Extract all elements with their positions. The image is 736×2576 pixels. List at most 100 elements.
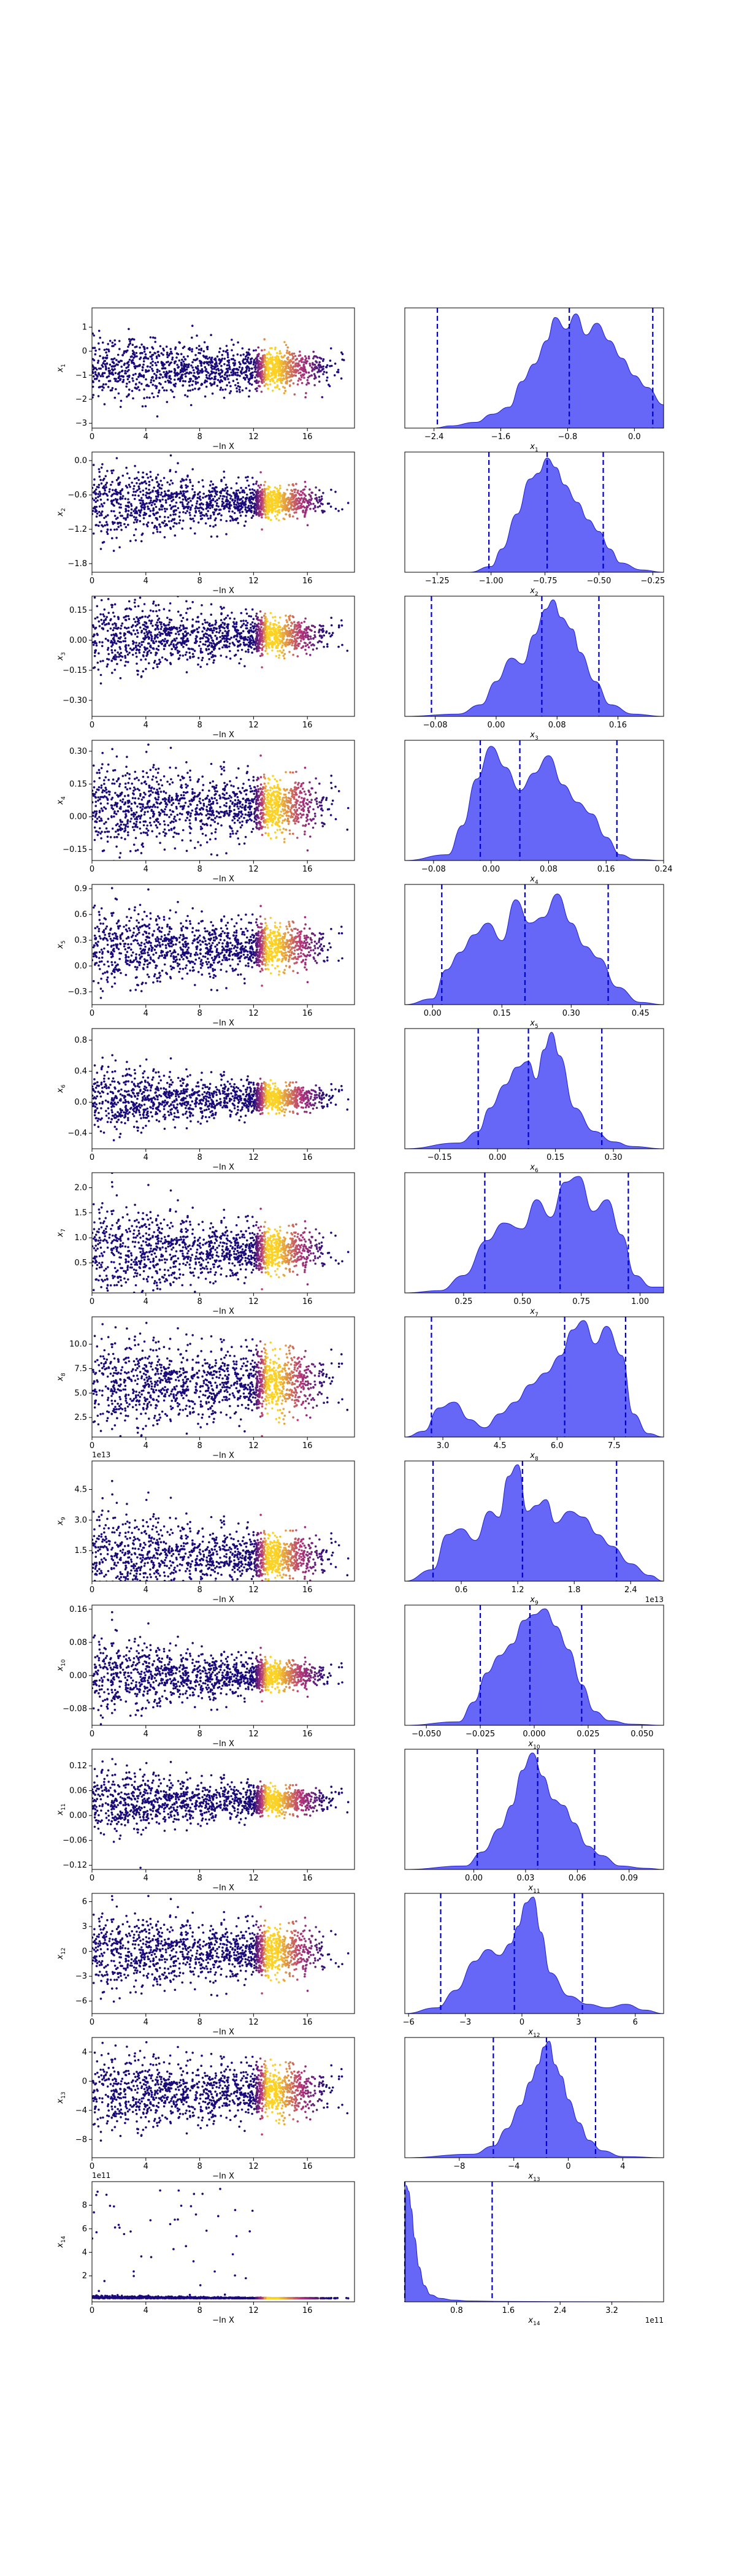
scatter-point [169, 353, 171, 355]
scatter-point [237, 629, 240, 632]
scatter-point [268, 499, 270, 502]
scatter-point [155, 526, 158, 529]
scatter-point [145, 502, 148, 505]
scatter-point [185, 372, 188, 374]
scatter-point [134, 508, 137, 511]
scatter-frame [91, 307, 355, 429]
scatter-point [215, 631, 218, 634]
scatter-point [100, 807, 103, 810]
scatter-point [230, 636, 232, 639]
scatter-point [158, 662, 161, 665]
scatter-point [267, 502, 270, 504]
scatter-point [218, 631, 221, 634]
scatter-point [255, 647, 258, 650]
scatter-point [131, 343, 134, 346]
scatter-point [276, 385, 279, 388]
scatter-point [261, 356, 264, 359]
scatter-point [191, 600, 194, 604]
scatter-point [256, 650, 259, 652]
scatter-point [167, 520, 171, 523]
scatter-point [292, 653, 294, 656]
scatter-point [264, 813, 267, 816]
scatter-point [277, 489, 279, 492]
scatter-point [323, 634, 325, 637]
scatter-point [281, 374, 284, 377]
scatter-point [146, 365, 149, 368]
scatter-point [236, 495, 239, 497]
scatter-point [147, 497, 150, 499]
scatter-point [232, 636, 236, 638]
scatter-point [201, 656, 204, 659]
scatter-point [333, 374, 336, 377]
scatter-point [341, 508, 343, 511]
scatter-point [202, 350, 205, 353]
scatter-point [131, 514, 133, 517]
scatter-point [318, 366, 321, 369]
scatter-point [278, 650, 282, 652]
scatter-point [266, 375, 269, 378]
scatter-point [326, 376, 329, 379]
scatter-point [251, 625, 254, 627]
scatter-point [104, 475, 107, 478]
scatter-point [117, 353, 120, 356]
scatter-point [194, 359, 197, 361]
scatter-point [145, 370, 147, 373]
scatter-point [289, 507, 292, 509]
scatter-point [120, 636, 122, 638]
scatter-point [228, 507, 230, 510]
scatter-point [120, 624, 123, 627]
scatter-point [177, 651, 179, 654]
scatter-point [188, 348, 191, 351]
scatter-point [212, 661, 215, 664]
scatter-point [243, 377, 247, 380]
scatter-point [184, 627, 186, 630]
scatter-point [221, 646, 224, 649]
scatter-point [283, 341, 286, 343]
scatter-point [209, 382, 212, 385]
scatter-point [255, 511, 258, 513]
scatter-point [156, 489, 159, 493]
scatter-point [147, 450, 150, 452]
scatter-point [259, 483, 263, 486]
scatter-point [185, 484, 187, 486]
scatter-point [200, 360, 202, 363]
scatter-point [243, 842, 246, 845]
scatter-point [132, 618, 136, 621]
scatter-point [167, 494, 171, 497]
scatter-point [136, 635, 139, 638]
scatter-point [231, 369, 234, 371]
scatter-point [196, 502, 198, 505]
scatter-point [289, 359, 292, 361]
scatter-point [163, 507, 166, 510]
scatter-point [226, 356, 229, 359]
scatter-point [239, 354, 242, 357]
scatter-point [292, 629, 295, 632]
scatter-point [174, 382, 177, 385]
scatter-point [323, 370, 326, 374]
scatter-point [314, 635, 316, 638]
scatter-point [292, 374, 294, 377]
scatter-point [94, 493, 97, 495]
scatter-point [274, 515, 277, 518]
scatter-point [212, 504, 214, 507]
scatter-point [160, 621, 163, 624]
scatter-point [107, 367, 110, 370]
density-frame [404, 307, 664, 429]
scatter-point [189, 607, 191, 610]
scatter-point [184, 653, 187, 656]
scatter-point [162, 367, 165, 370]
scatter-point [113, 365, 115, 368]
scatter-point [304, 648, 307, 651]
scatter-point [202, 355, 205, 357]
scatter-point [248, 362, 251, 365]
scatter-point [130, 505, 133, 507]
scatter-point [115, 780, 118, 783]
scatter-point [269, 634, 272, 637]
scatter-point [139, 346, 141, 349]
scatter-point [290, 373, 293, 375]
scatter-point [216, 637, 218, 639]
x-tick-label: 0.08 [548, 721, 566, 730]
scatter-point [245, 608, 247, 611]
scatter-point [182, 624, 185, 627]
